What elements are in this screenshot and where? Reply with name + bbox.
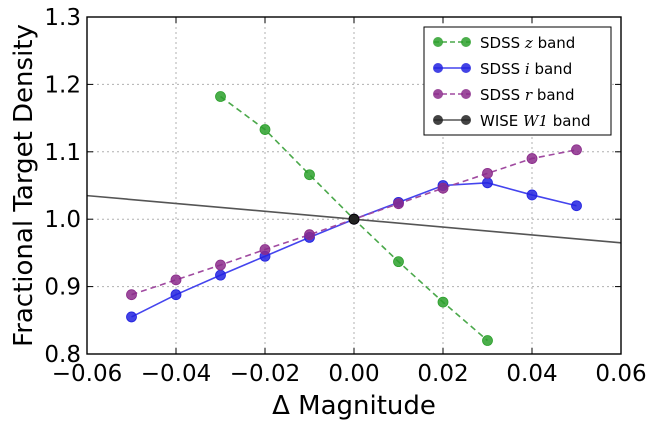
data-point	[526, 153, 538, 164]
legend-marker-start	[433, 63, 443, 73]
x-tick-label: 0.06	[595, 361, 646, 387]
data-point	[304, 169, 315, 181]
data-point	[482, 335, 493, 346]
legend-box	[423, 26, 612, 136]
y-tick-label: 1.0	[44, 207, 81, 233]
y-tick-label: 1.2	[44, 72, 81, 98]
x-tick-label: −0.06	[52, 361, 122, 387]
x-tick-label: 0.04	[506, 361, 557, 387]
data-point	[215, 259, 226, 271]
data-point	[126, 311, 137, 323]
legend-label-1: SDSS i band	[480, 60, 572, 78]
y-tick-label: 1.3	[44, 5, 81, 31]
tick-marks	[86, 16, 622, 355]
legend-marker-end	[461, 89, 471, 99]
legend-marker-end	[461, 37, 471, 47]
data-point	[393, 256, 404, 268]
legend-marker-start	[433, 89, 443, 99]
data-point	[393, 198, 404, 210]
legend-marker-end	[461, 63, 471, 73]
data-point	[259, 124, 271, 135]
axis-titles: Δ Magnitude Fractional Target Density	[9, 24, 436, 421]
tick-labels: −0.06 −0.04 −0.02 0.00 0.02 0.04 0.06 0.8 0.9 1.0…	[44, 5, 646, 387]
legend-label-3: WISE W1 band	[480, 112, 591, 130]
x-axis-title: Δ Magnitude	[272, 391, 436, 421]
data-point	[526, 189, 538, 201]
legend-label-2: SDSS r band	[480, 86, 575, 104]
data-point	[215, 269, 226, 281]
data-point	[215, 91, 226, 102]
data-point	[304, 229, 315, 241]
data-point	[482, 167, 493, 179]
legend-marker-end	[461, 115, 471, 125]
legend-marker-start	[433, 37, 443, 47]
data-point	[482, 177, 493, 189]
x-tick-label: 0.02	[417, 361, 468, 387]
data-point	[348, 213, 360, 225]
data-point	[259, 244, 271, 255]
data-point	[437, 182, 449, 194]
x-tick-label: 0.00	[328, 361, 379, 387]
data-point	[170, 289, 182, 301]
data-point	[571, 144, 582, 156]
series-points	[126, 91, 582, 346]
legend: SDSS z band SDSS i band SDSS r band WISE W1…	[423, 26, 612, 136]
data-point	[170, 274, 182, 286]
legend-marker-start	[433, 115, 443, 125]
y-tick-label: 0.9	[44, 275, 81, 301]
data-point	[126, 289, 137, 301]
x-tick-label: −0.04	[141, 361, 211, 387]
y-tick-label: 1.1	[44, 140, 81, 166]
x-tick-label: −0.02	[230, 361, 300, 387]
legend-label-0: SDSS z band	[480, 34, 575, 52]
data-point	[571, 200, 582, 212]
data-point	[437, 296, 449, 308]
y-tick-label: 0.8	[44, 342, 81, 368]
y-axis-title: Fractional Target Density	[9, 24, 39, 347]
